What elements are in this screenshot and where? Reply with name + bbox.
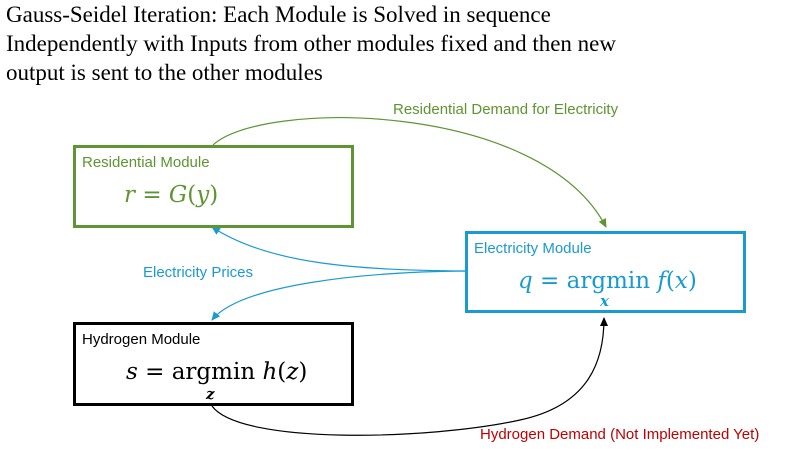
electricity-module: Electricity Module q = argmin f(x) x xyxy=(465,231,746,313)
residential-module-label: Residential Module xyxy=(82,154,210,171)
electricity-eq-func: f xyxy=(657,268,666,294)
hydrogen-demand-arrow xyxy=(211,317,608,436)
electricity-equation: q = argmin f(x) xyxy=(518,268,697,294)
electricity-module-label: Electricity Module xyxy=(474,240,592,257)
hydrogen-eq-argmin: argmin xyxy=(171,359,256,385)
hydrogen-module-label: Hydrogen Module xyxy=(82,331,201,348)
hydrogen-eq-arg: z xyxy=(286,359,299,385)
residential-eq-op: = xyxy=(142,182,162,208)
hydrogen-equation: s = argmin h(z) xyxy=(126,359,308,385)
hydrogen-eq-subscript: z xyxy=(206,385,215,403)
electricity-eq-argmin: argmin xyxy=(566,268,651,294)
electricity-eq-subscript: x xyxy=(600,292,609,310)
hydrogen-demand-label: Hydrogen Demand (Not Implemented Yet) xyxy=(480,426,760,443)
residential-module: Residential Module r = G(y) xyxy=(73,145,354,228)
electricity-prices-arrow-to-residential xyxy=(211,226,466,272)
hydrogen-eq-func: h xyxy=(262,359,278,385)
electricity-eq-arg: x xyxy=(674,268,688,294)
residential-eq-arg: y xyxy=(196,182,210,208)
electricity-eq-op: = xyxy=(540,268,560,294)
title-line-2: Independently with Inputs from other mod… xyxy=(6,31,616,56)
electricity-eq-lhs: q xyxy=(518,268,533,294)
hydrogen-eq-lhs: s xyxy=(126,359,138,385)
residential-eq-lhs: r xyxy=(124,182,135,208)
residential-eq-func: G xyxy=(168,182,188,208)
residential-demand-label: Residential Demand for Electricity xyxy=(393,101,619,118)
hydrogen-module: Hydrogen Module s = argmin h(z) z xyxy=(73,322,354,406)
title-line-1: Gauss-Seidel Iteration: Each Module is S… xyxy=(6,2,551,27)
residential-demand-arrow xyxy=(212,117,607,228)
electricity-prices-label: Electricity Prices xyxy=(143,264,254,281)
electricity-prices-arrow-to-hydrogen xyxy=(211,270,466,321)
residential-equation: r = G(y) xyxy=(124,182,219,208)
title-line-3: output is sent to the other modules xyxy=(6,60,323,85)
hydrogen-eq-op: = xyxy=(145,359,165,385)
diagram-title: Gauss-Seidel Iteration: Each Module is S… xyxy=(6,0,806,87)
